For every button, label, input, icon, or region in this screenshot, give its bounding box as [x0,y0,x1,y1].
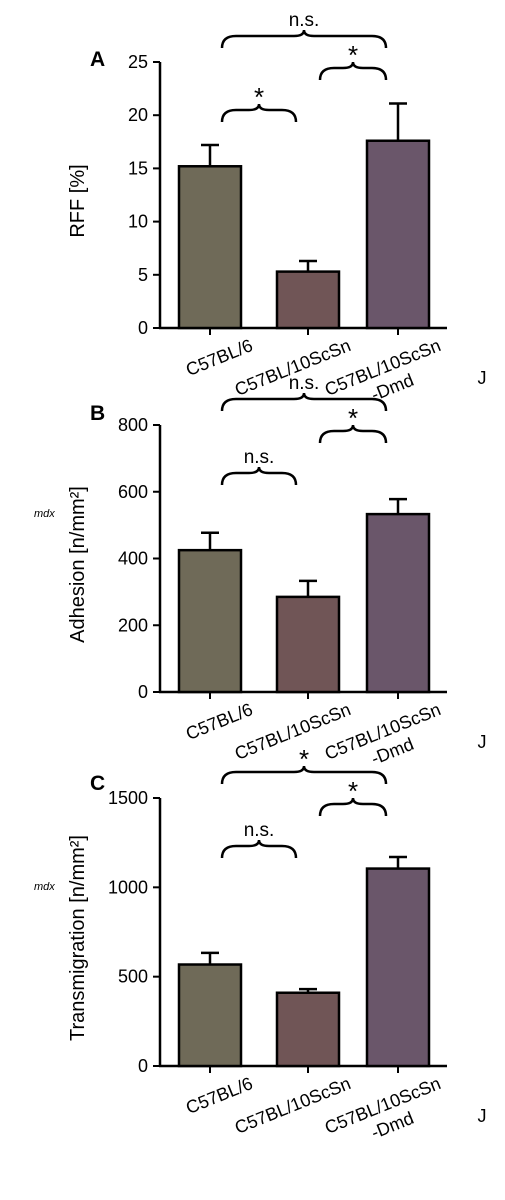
significance-star: * [254,82,264,112]
y-tick-label: 5 [138,265,148,285]
y-tick-label: 25 [128,52,148,72]
category-label-suffix: J [478,368,487,388]
bar [365,867,431,1068]
y-tick-label: 0 [138,318,148,338]
significance-bracket [220,466,298,486]
y-tick-label: 0 [138,682,148,702]
significance-ns: n.s. [244,820,275,841]
y-axis-label-prefix: mdx [34,508,55,520]
significance-bracket [220,392,388,412]
category-label-line: C57BL/6 [183,1073,255,1118]
y-tick-label: 600 [118,482,148,502]
panel-letter: A [90,48,105,71]
bar [177,165,243,330]
significance-bracket [220,839,298,859]
y-axis-label-prefix: mdx [34,881,55,893]
category-label-suffix: J [478,732,487,752]
y-tick-label: 20 [128,105,148,125]
significance-ns: n.s. [244,447,275,468]
y-tick-label: 0 [138,1056,148,1076]
category-label: C57BL/6 [183,699,255,744]
bar [177,548,243,694]
panel-letter: B [90,402,105,425]
bar [275,991,341,1068]
y-tick-label: 200 [118,615,148,635]
y-axis-label: Transmigration [n/mm²] [67,835,89,1041]
y-tick-label: 10 [128,212,148,232]
y-axis-label: RFF [%] [67,164,89,237]
significance-star: * [348,40,358,70]
chart-panel-b: B 0 200 400 600 800 Adhesion [n/mm²] mdx C57BL/6… [34,373,487,769]
significance-star: * [348,776,358,806]
y-tick-label: 1500 [108,788,148,808]
category-label-suffix: J [478,1106,487,1126]
significance-bracket [220,29,388,49]
significance-bracket [220,765,388,785]
significance-star: * [348,403,358,433]
significance-ns: n.s. [289,373,320,394]
category-label-line: C57BL/6 [183,699,255,744]
chart-panel-c: C 0 500 1000 1500 Transmigration [n/mm²] mdx C5… [34,744,487,1143]
y-axis-label: Adhesion [n/mm²] [67,486,89,643]
y-tick-label: 800 [118,415,148,435]
y-tick-label: 500 [118,967,148,987]
bar [275,270,341,330]
panel-letter: C [90,772,105,795]
category-label: C57BL/6 [183,1073,255,1118]
category-label: C57BL/6 [183,335,255,380]
significance-bracket [318,61,388,81]
bar [177,963,243,1068]
significance-ns: n.s. [289,10,320,31]
bar [365,512,431,694]
y-tick-label: 15 [128,158,148,178]
significance-bracket [318,424,388,444]
significance-bracket [318,797,388,817]
bar [275,595,341,694]
bar [365,139,431,330]
significance-star: * [299,744,309,774]
category-label-line: C57BL/6 [183,335,255,380]
significance-bracket [220,103,298,123]
y-tick-label: 1000 [108,877,148,897]
y-tick-label: 400 [118,549,148,569]
